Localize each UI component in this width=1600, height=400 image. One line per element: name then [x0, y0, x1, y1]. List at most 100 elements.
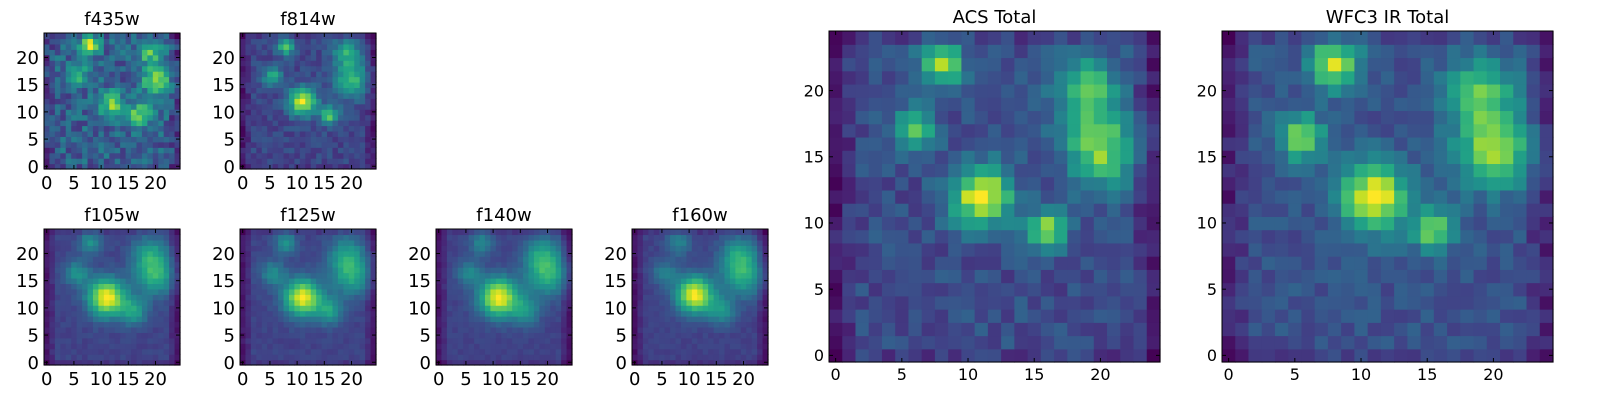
- heatmap-cell: [299, 120, 306, 127]
- heatmap-cell: [359, 38, 366, 45]
- heatmap-cell: [1107, 295, 1121, 310]
- heatmap-cell: [1093, 269, 1108, 284]
- heatmap-cell: [60, 239, 67, 246]
- heatmap-cell: [1341, 295, 1355, 310]
- heatmap-cell: [686, 267, 693, 274]
- heatmap-cell: [54, 359, 61, 366]
- heatmap-cell: [1460, 348, 1475, 363]
- heatmap-cell: [719, 256, 726, 263]
- heatmap-cell: [267, 120, 274, 127]
- heatmap-cell: [250, 158, 257, 165]
- heatmap-cell: [163, 98, 170, 105]
- heatmap-cell: [1288, 348, 1303, 363]
- heatmap-cell: [343, 152, 350, 159]
- heatmap-cell: [343, 326, 350, 333]
- heatmap-cell: [267, 98, 274, 105]
- heatmap-cell: [539, 343, 546, 350]
- heatmap-cell: [60, 294, 67, 301]
- heatmap-cell: [370, 130, 377, 137]
- heatmap-cell: [555, 294, 562, 301]
- heatmap-cell: [310, 33, 317, 40]
- heatmap-cell: [842, 322, 857, 337]
- heatmap-cell: [337, 272, 344, 279]
- heatmap-cell: [1314, 295, 1329, 310]
- heatmap-cell: [256, 120, 263, 127]
- heatmap-cell: [1327, 335, 1342, 350]
- heatmap-cell: [670, 234, 677, 241]
- heatmap-cell: [337, 321, 344, 328]
- heatmap-cell: [103, 158, 110, 165]
- heatmap-cell: [757, 321, 764, 328]
- heatmap-cell: [283, 65, 290, 72]
- heatmap-cell: [250, 49, 257, 56]
- heatmap-cell: [1274, 229, 1289, 244]
- heatmap-cell: [1274, 335, 1289, 350]
- heatmap-cell: [484, 299, 491, 306]
- heatmap-cell: [921, 163, 936, 178]
- heatmap-cell: [136, 343, 143, 350]
- heatmap-cell: [1067, 163, 1082, 178]
- heatmap-cell: [240, 71, 247, 78]
- heatmap-cell: [468, 305, 475, 312]
- heatmap-cell: [267, 288, 274, 295]
- heatmap-cell: [125, 65, 132, 72]
- axes-frame: [435, 228, 573, 366]
- heatmap-cell: [288, 277, 295, 284]
- heatmap-cell: [1107, 216, 1121, 231]
- heatmap-cell: [1054, 216, 1068, 231]
- heatmap-cell: [512, 272, 519, 279]
- heatmap-cell: [131, 305, 138, 312]
- heatmap-cell: [1274, 189, 1289, 204]
- heatmap-cell: [348, 87, 355, 94]
- heatmap-cell: [82, 152, 89, 159]
- heatmap-cell: [675, 305, 682, 312]
- heatmap-cell: [278, 316, 285, 323]
- heatmap-cell: [868, 150, 883, 164]
- heatmap-cell: [103, 71, 110, 78]
- heatmap-cell: [92, 38, 99, 45]
- heatmap-cell: [670, 272, 677, 279]
- heatmap-cell: [533, 316, 540, 323]
- heatmap-cell: [365, 33, 372, 40]
- heatmap-cell: [278, 125, 285, 132]
- heatmap-cell: [829, 163, 843, 178]
- heatmap-cell: [1001, 295, 1015, 310]
- heatmap-cell: [713, 321, 720, 328]
- heatmap-cell: [365, 250, 372, 257]
- heatmap-cell: [174, 43, 181, 50]
- heatmap-cell: [370, 152, 377, 159]
- heatmap-cell: [746, 316, 753, 323]
- heatmap-cell: [881, 83, 896, 98]
- heatmap-cell: [855, 163, 870, 178]
- heatmap-cell: [855, 150, 870, 164]
- heatmap-cell: [92, 87, 99, 94]
- heatmap-cell: [446, 245, 453, 252]
- heatmap-cell: [895, 256, 910, 270]
- axes-frame: [239, 228, 377, 366]
- heatmap-cell: [65, 229, 72, 236]
- heatmap-cell: [1420, 295, 1435, 310]
- heatmap-cell: [446, 343, 453, 350]
- heatmap-cell: [881, 256, 896, 270]
- heatmap-cell: [87, 87, 94, 94]
- heatmap-cell: [1447, 282, 1461, 297]
- heatmap-cell: [1067, 31, 1082, 45]
- heatmap-cell: [632, 261, 639, 268]
- heatmap-cell: [1301, 189, 1316, 204]
- heatmap-cell: [141, 158, 148, 165]
- heatmap-cell: [261, 114, 268, 121]
- heatmap-cell: [632, 343, 639, 350]
- heatmap-cell: [147, 98, 154, 105]
- heatmap-cell: [337, 288, 344, 295]
- heatmap-cell: [54, 283, 61, 290]
- heatmap-cell: [724, 245, 731, 252]
- heatmap-cell: [321, 54, 328, 61]
- heatmap-cell: [719, 321, 726, 328]
- heatmap-cell: [327, 98, 334, 105]
- heatmap-cell: [697, 310, 704, 317]
- heatmap-cell: [65, 239, 72, 246]
- heatmap-cell: [501, 256, 508, 263]
- heatmap-cell: [125, 354, 132, 361]
- heatmap-cell: [278, 354, 285, 361]
- heatmap-cell: [305, 54, 312, 61]
